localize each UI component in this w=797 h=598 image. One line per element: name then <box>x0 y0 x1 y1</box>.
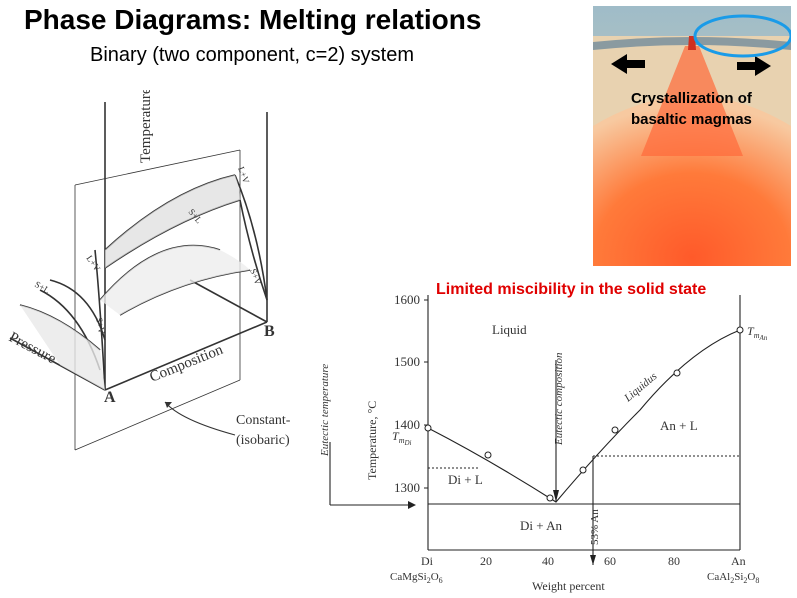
composition-axis-label: Composition <box>148 342 226 386</box>
an-l-region-label: An + L <box>660 418 698 433</box>
slide-subtitle: Binary (two component, c=2) system <box>90 44 415 66</box>
x-tick-an: An <box>731 554 746 568</box>
liquidus-label: Liquidus <box>621 370 659 405</box>
photo-caption: Crystallization of basaltic magmas <box>631 88 752 130</box>
x-tick-20: 20 <box>480 554 492 568</box>
y-tick-1300: 1300 <box>394 480 420 495</box>
pressure-temperature-composition-diagram: Temperature Pressure Composition A B Con… <box>6 90 291 451</box>
photo-caption-line1: Crystallization of <box>631 90 752 107</box>
photo-caption-line2: basaltic magmas <box>631 111 752 128</box>
x-tick-di: Di <box>421 554 434 568</box>
region-l-v-left-label: L+V <box>84 253 102 273</box>
x-tick-80: 80 <box>668 554 680 568</box>
y-tick-1600: 1600 <box>394 292 420 307</box>
y-tick-1400: 1400 <box>394 417 420 432</box>
formula-diopside: CaMgSi2O6 <box>390 571 443 585</box>
corner-b-label: B <box>264 323 275 340</box>
t-m-an-label: TmAn <box>747 324 768 342</box>
eutectic-percent-label: 53% An <box>589 509 601 545</box>
corner-a-label: A <box>104 389 116 406</box>
y-tick-1500: 1500 <box>394 354 420 369</box>
liquid-region-label: Liquid <box>492 322 527 337</box>
ridge-magma-image <box>593 6 791 266</box>
x-axis-label: Weight percent <box>532 579 605 593</box>
constant-label-line2: (isobaric) <box>236 433 290 448</box>
eutectic-temperature-label: Eutectic temperature <box>319 364 331 457</box>
x-tick-60: 60 <box>604 554 616 568</box>
region-s-v-left-label: S+V <box>94 317 107 336</box>
constant-label-line1: Constant- <box>236 413 291 428</box>
di-an-binary-phase-diagram: 1600 1500 1400 1300 Di 20 40 60 80 An Ca… <box>319 292 768 593</box>
di-l-region-label: Di + L <box>448 472 483 487</box>
t-m-di-label: TmDi <box>392 429 412 447</box>
di-an-region-label: Di + An <box>520 518 563 533</box>
eutectic-composition-label: Eutectic composition <box>553 352 565 446</box>
region-s-l-left-label: S+L <box>33 279 52 295</box>
temperature-axis-label: Temperature <box>138 90 154 163</box>
y-axis-label: Temperature, °C <box>365 401 379 480</box>
slide-title: Phase Diagrams: Melting relations <box>24 4 482 35</box>
limited-miscibility-caption: Limited miscibility in the solid state <box>436 281 707 298</box>
x-tick-40: 40 <box>542 554 554 568</box>
formula-anorthite: CaAl2Si2O8 <box>707 571 759 585</box>
